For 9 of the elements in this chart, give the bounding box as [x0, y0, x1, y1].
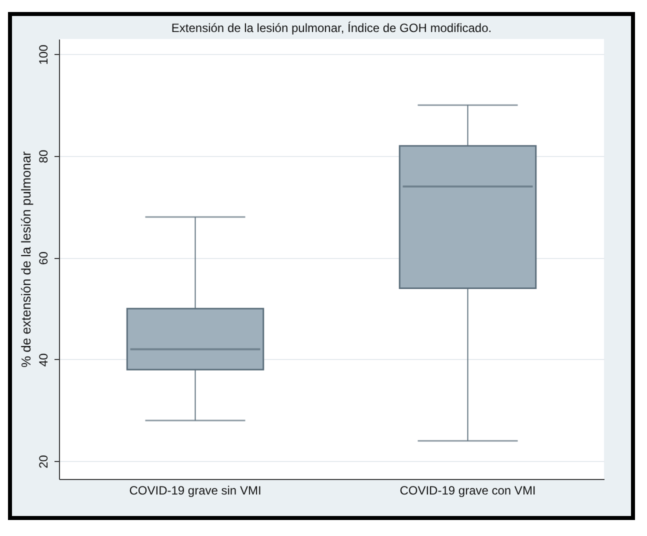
chart-title: Extensión de la lesión pulmonar, Índice de GOH modificado. [171, 21, 492, 35]
x-tick-label: COVID-19 grave sin VMI [129, 484, 262, 498]
y-tick-label: 80 [36, 150, 50, 164]
x-tick-label: COVID-19 grave con VMI [400, 484, 536, 498]
y-tick-label: 100 [36, 44, 50, 65]
y-axis-title: % de extensión de la lesión pulmonar [18, 150, 34, 368]
y-tick-label: 40 [36, 352, 50, 367]
y-tick-label: 20 [36, 454, 50, 468]
y-tick-label: 60 [36, 251, 50, 265]
